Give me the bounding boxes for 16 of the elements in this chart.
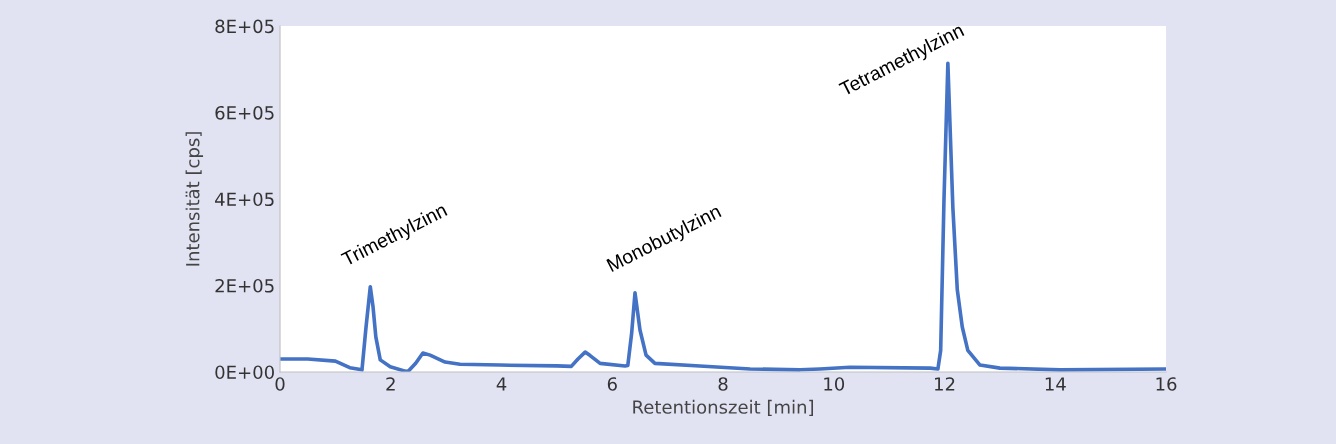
- y-tick-label: 6E+05: [215, 105, 274, 120]
- x-tick-label: 4: [496, 377, 507, 391]
- x-tick-label: 6: [607, 377, 617, 391]
- x-tick-label: 16: [1156, 377, 1177, 391]
- x-tick-label: 8: [718, 377, 728, 391]
- y-tick-label: 0E+00: [215, 365, 274, 380]
- x-tick-label: 0: [275, 377, 285, 391]
- x-tick-label: 10: [824, 377, 845, 391]
- y-tick-label: 8E+05: [215, 19, 274, 34]
- x-axis-title: Retentionszeit [min]: [633, 399, 814, 416]
- x-tick-label: 14: [1045, 377, 1066, 391]
- y-tick-label: 4E+05: [215, 192, 274, 207]
- x-tick-label: 2: [386, 377, 395, 391]
- y-tick-label: 2E+05: [215, 278, 274, 293]
- x-tick-label: 12: [935, 377, 955, 391]
- y-axis-title: Intensität [cps]: [185, 132, 204, 266]
